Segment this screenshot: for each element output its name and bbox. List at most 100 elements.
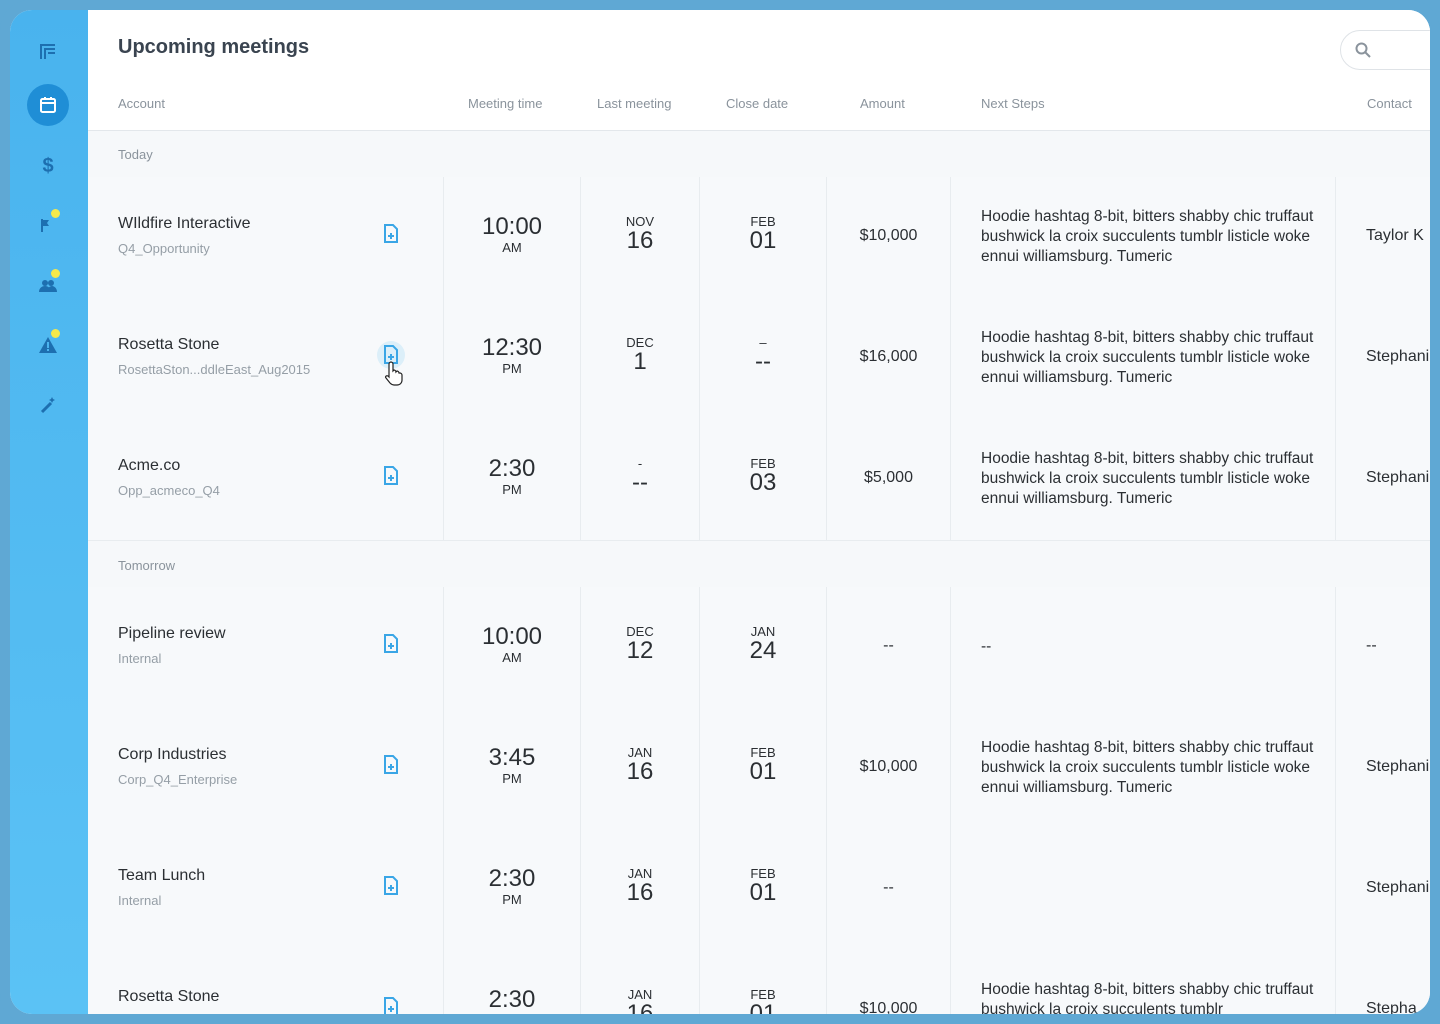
- group-header-tomorrow: Tomorrow: [88, 542, 1430, 589]
- column-header-account[interactable]: Account: [118, 96, 165, 111]
- meeting-time: 2:30: [488, 865, 536, 892]
- contact-name[interactable]: Taylor K: [1366, 227, 1424, 244]
- column-header-contact[interactable]: Contact: [1367, 96, 1412, 111]
- flag-icon[interactable]: [27, 204, 69, 246]
- close-date-month: FEB: [750, 866, 776, 881]
- last-meeting-day: 16: [626, 1000, 654, 1015]
- table-row[interactable]: WIldfire Interactive Q4_Opportunity 10:00 A…: [88, 177, 1430, 299]
- meeting-time: 3:45: [488, 744, 536, 771]
- column-header-close-date[interactable]: Close date: [726, 96, 789, 111]
- close-date-cell: FEB 01: [699, 708, 826, 829]
- table-row[interactable]: Corp Industries Corp_Q4_Enterprise 3:45 PM J…: [88, 708, 1430, 830]
- amount-value: $16,000: [859, 348, 918, 365]
- close-date-day: 03: [749, 469, 777, 496]
- account-opportunity: Internal: [118, 651, 162, 666]
- contact-cell: Stephani: [1335, 419, 1430, 540]
- close-date-month: FEB: [750, 745, 776, 760]
- account-opportunity: RosettaSton...ddleEast_Aug2015: [118, 362, 311, 377]
- meeting-ampm: AM: [502, 240, 522, 255]
- account-opportunity: Internal: [118, 893, 162, 908]
- next-steps-cell: Hoodie hashtag 8-bit, bitters shabby chi…: [950, 177, 1336, 298]
- document-icon[interactable]: [382, 997, 400, 1014]
- amount-cell: $10,000: [826, 177, 950, 298]
- amount-cell: $5,000: [826, 419, 950, 540]
- table-row[interactable]: Acme.co Opp_acmeco_Q4 2:30 PM - -- FEB 03 $5,000…: [88, 419, 1430, 541]
- contact-cell: --: [1335, 587, 1430, 708]
- table-row[interactable]: Pipeline review Internal 10:00 AM DEC 12 JAN 24…: [88, 587, 1430, 709]
- amount-cell: $16,000: [826, 298, 950, 419]
- notification-dot: [51, 209, 60, 218]
- alert-icon[interactable]: [27, 324, 69, 366]
- column-header-last-meeting[interactable]: Last meeting: [597, 96, 672, 111]
- search-icon: [1355, 42, 1371, 58]
- document-icon[interactable]: [382, 876, 400, 896]
- column-header-amount[interactable]: Amount: [860, 96, 905, 111]
- meeting-ampm: PM: [502, 771, 522, 786]
- document-icon[interactable]: [382, 466, 400, 486]
- page-title: Upcoming meetings: [118, 36, 310, 58]
- close-date-cell: FEB 01: [699, 177, 826, 298]
- table-row[interactable]: Rosetta Stone RosettaSton...ddleEast_Aug2…: [88, 298, 1430, 420]
- meeting-time: 2:30: [488, 455, 536, 482]
- contact-name[interactable]: Stephani: [1366, 879, 1430, 896]
- contact-name[interactable]: Stephani: [1366, 758, 1430, 775]
- account-name[interactable]: Corp Industries: [118, 746, 227, 763]
- last-meeting-month: NOV: [625, 214, 655, 229]
- close-date-day: 01: [749, 758, 777, 785]
- account-name[interactable]: Rosetta Stone: [118, 988, 220, 1005]
- amount-value: $10,000: [859, 1000, 918, 1014]
- meeting-time: 2:30: [488, 986, 536, 1013]
- calendar-icon[interactable]: [27, 84, 69, 126]
- account-name[interactable]: Rosetta Stone: [118, 336, 220, 353]
- table-row[interactable]: Team Lunch Internal 2:30 PM JAN 16 FEB 01 -- Step…: [88, 829, 1430, 951]
- next-steps-text: Hoodie hashtag 8-bit, bitters shabby chi…: [981, 329, 1314, 386]
- dollar-icon[interactable]: $: [27, 144, 69, 186]
- group-label: Tomorrow: [118, 558, 176, 573]
- next-steps-text: Hoodie hashtag 8-bit, bitters shabby chi…: [981, 208, 1314, 265]
- next-steps-cell: Hoodie hashtag 8-bit, bitters shabby chi…: [950, 708, 1336, 829]
- close-date-month: JAN: [750, 624, 776, 639]
- close-date-month: FEB: [750, 456, 776, 471]
- account-name[interactable]: WIldfire Interactive: [118, 215, 251, 232]
- table-row[interactable]: Rosetta Stone 2:30 JAN 16 FEB 01 $10,000 Hoodie…: [88, 950, 1430, 1014]
- meeting-ampm: PM: [502, 892, 522, 907]
- meeting-time-cell: 12:30 PM: [443, 298, 580, 419]
- next-steps-cell: Hoodie hashtag 8-bit, bitters shabby chi…: [950, 419, 1336, 540]
- close-date-month: FEB: [750, 214, 776, 229]
- last-meeting-cell: NOV 16: [580, 177, 699, 298]
- account-name[interactable]: Pipeline review: [118, 625, 226, 642]
- group-label: Today: [118, 147, 153, 162]
- last-meeting-day: 12: [626, 637, 654, 664]
- document-icon[interactable]: [382, 224, 400, 244]
- account-name[interactable]: Acme.co: [118, 457, 181, 474]
- amount-cell: --: [826, 829, 950, 950]
- people-icon[interactable]: [27, 264, 69, 306]
- document-icon[interactable]: [382, 755, 400, 775]
- amount-cell: $10,000: [826, 950, 950, 1014]
- meeting-ampm: PM: [502, 482, 522, 497]
- next-steps-text: --: [981, 638, 992, 655]
- contact-name[interactable]: Stephani: [1366, 469, 1430, 486]
- account-opportunity: Q4_Opportunity: [118, 241, 210, 256]
- meeting-time-cell: 2:30 PM: [443, 419, 580, 540]
- close-date-day: 01: [749, 227, 777, 254]
- contact-name[interactable]: Stepha: [1366, 1000, 1417, 1014]
- logo-icon[interactable]: [27, 30, 69, 72]
- contact-cell: Taylor K: [1335, 177, 1430, 298]
- main-panel: Upcoming meetings Account Meeting time L…: [88, 10, 1430, 1014]
- contact-name[interactable]: Stephani: [1366, 348, 1430, 365]
- meeting-ampm: AM: [502, 650, 522, 665]
- next-steps-text: Hoodie hashtag 8-bit, bitters shabby chi…: [981, 739, 1314, 796]
- wand-icon[interactable]: [27, 384, 69, 426]
- close-date-month: –: [759, 335, 767, 350]
- document-icon[interactable]: [377, 341, 405, 369]
- contact-name[interactable]: --: [1366, 637, 1377, 654]
- column-header-next-steps[interactable]: Next Steps: [981, 96, 1045, 111]
- search-input[interactable]: [1340, 30, 1430, 70]
- account-name[interactable]: Team Lunch: [118, 867, 206, 884]
- amount-value: $5,000: [864, 469, 913, 486]
- column-header-meeting-time[interactable]: Meeting time: [468, 96, 543, 111]
- close-date-day: --: [755, 348, 771, 375]
- document-icon[interactable]: [382, 634, 400, 654]
